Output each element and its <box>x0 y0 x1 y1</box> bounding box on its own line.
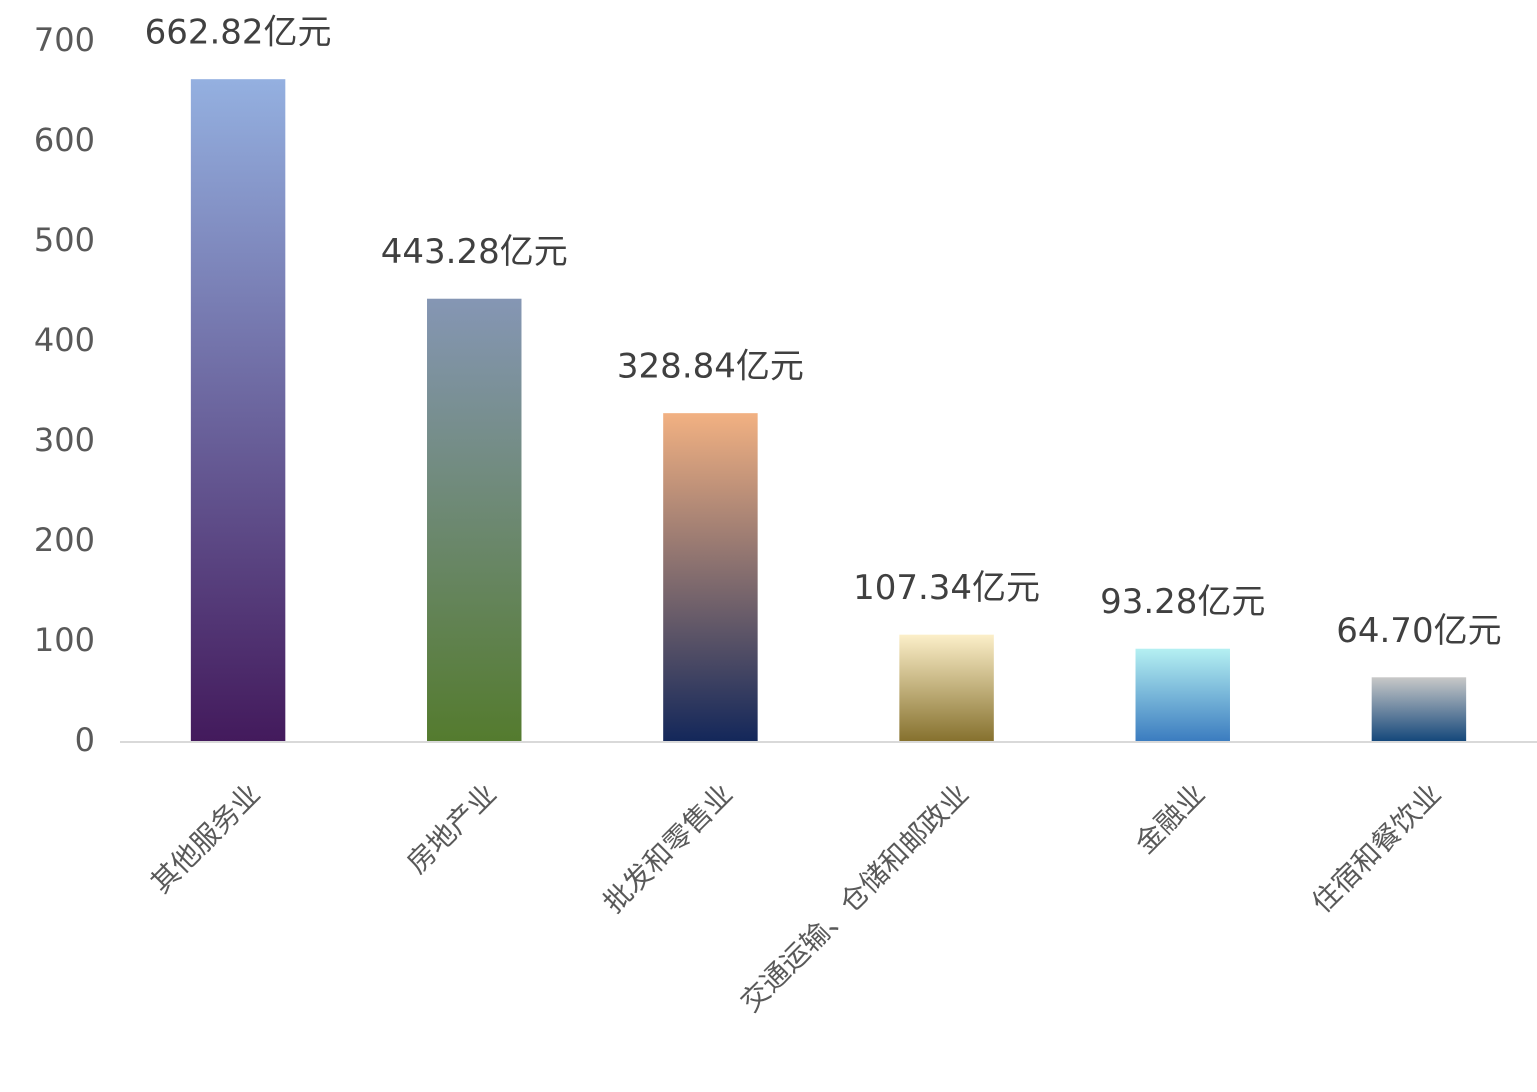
bar <box>1371 677 1467 742</box>
y-tick-label: 100 <box>34 621 95 659</box>
data-label: 107.34亿元 <box>853 568 1040 608</box>
y-tick-label: 300 <box>34 421 95 459</box>
bar <box>427 298 522 742</box>
y-tick-label: 0 <box>75 721 95 759</box>
x-tick-label: 批发和零售业 <box>597 777 739 919</box>
x-tick-label: 房地产业 <box>400 777 503 880</box>
y-tick-label: 600 <box>34 121 95 159</box>
data-label: 93.28亿元 <box>1100 582 1265 622</box>
bar <box>1135 648 1230 742</box>
y-tick-label: 400 <box>34 321 95 359</box>
data-label: 662.82亿元 <box>145 13 332 53</box>
x-tick-label: 金融业 <box>1129 777 1212 860</box>
bar <box>663 413 758 742</box>
bar <box>899 634 994 742</box>
y-tick-label: 500 <box>34 221 95 259</box>
bar <box>190 79 286 743</box>
data-label: 64.70亿元 <box>1336 611 1501 651</box>
x-tick-label: 交通运输、仓储和邮政业 <box>734 777 975 1018</box>
data-label: 443.28亿元 <box>381 232 568 272</box>
x-tick-label: 其他服务业 <box>144 777 266 899</box>
y-tick-label: 200 <box>34 521 95 559</box>
data-label: 328.84亿元 <box>617 347 804 387</box>
x-tick-label: 住宿和餐饮业 <box>1305 777 1447 919</box>
y-tick-label: 700 <box>34 21 95 59</box>
